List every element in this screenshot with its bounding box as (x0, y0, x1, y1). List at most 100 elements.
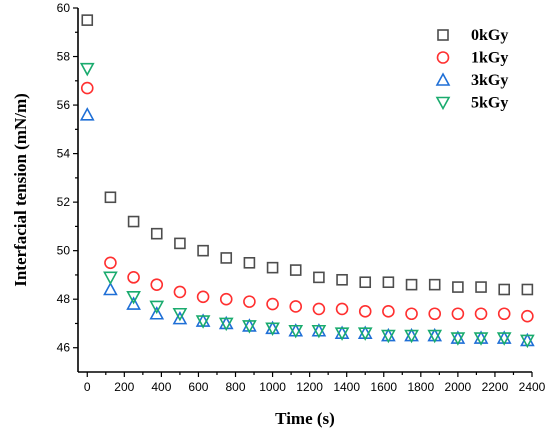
x-tick-label: 1200 (296, 380, 323, 394)
data-point (79, 62, 95, 77)
data-point (382, 276, 395, 289)
y-tick-label: 54 (57, 147, 71, 161)
legend-marker (437, 29, 449, 41)
data-point (149, 300, 165, 315)
data-point (220, 252, 233, 264)
x-tick-label: 0 (84, 380, 91, 394)
data-point (452, 281, 464, 293)
data-point (404, 329, 419, 344)
legend-label: 1kGy (471, 50, 508, 67)
data-point (473, 332, 489, 346)
data-point (173, 285, 187, 299)
data-point (450, 332, 466, 346)
data-point (81, 14, 94, 26)
data-point (103, 271, 118, 286)
x-tick-label: 400 (151, 380, 171, 394)
data-point (197, 244, 209, 257)
data-point (243, 256, 256, 269)
data-point (195, 315, 211, 329)
data-point (289, 264, 302, 276)
series-1kGy (80, 81, 534, 323)
data-point (358, 305, 372, 318)
data-series (79, 14, 535, 349)
data-point (475, 281, 487, 293)
y-tick-label: 60 (57, 1, 71, 15)
x-axis-ticks: 0 200 400 600 800 1000 1200 1400 1600 1800 2000 220… (84, 372, 546, 394)
data-point (521, 283, 534, 296)
y-tick-label: 46 (57, 341, 71, 355)
x-tick-label: 1400 (333, 380, 360, 394)
data-point (498, 283, 511, 296)
data-point (474, 307, 488, 321)
data-point (313, 271, 325, 284)
legend-label: 3kGy (471, 72, 508, 89)
legend-marker (435, 96, 451, 111)
x-tick-label: 2000 (445, 380, 472, 394)
axes-frame (77, 8, 532, 373)
data-point (127, 271, 140, 284)
data-point (451, 307, 465, 321)
data-point (335, 302, 349, 316)
data-point (219, 292, 233, 306)
data-point (149, 306, 165, 320)
data-point (382, 305, 395, 318)
data-point (496, 332, 512, 346)
x-tick-label: 800 (225, 380, 245, 394)
data-point (79, 107, 95, 121)
legend-label: 0kGy (471, 27, 508, 44)
data-point (104, 256, 117, 270)
data-point (428, 307, 442, 321)
series-0kGy (81, 14, 534, 296)
data-point (196, 290, 210, 304)
data-point (172, 307, 188, 322)
data-point (312, 302, 326, 316)
data-point (266, 297, 279, 311)
data-point (150, 278, 164, 291)
data-point (126, 296, 141, 310)
data-point (127, 215, 140, 228)
legend-marker (436, 51, 450, 64)
legend-marker (435, 72, 451, 86)
data-point (359, 276, 372, 289)
y-tick-label: 56 (57, 98, 71, 112)
data-point (243, 295, 256, 308)
data-point (150, 227, 163, 240)
y-tick-label: 48 (57, 292, 71, 306)
data-point (288, 324, 304, 339)
data-point (172, 310, 188, 325)
data-point (521, 309, 534, 323)
y-axis-title: Interfacial tension (mN/m) (11, 93, 30, 287)
x-tick-label: 1800 (407, 380, 434, 394)
data-point (104, 191, 117, 204)
x-tick-label: 2200 (482, 380, 509, 394)
data-point (357, 327, 373, 341)
y-tick-label: 50 (57, 244, 71, 258)
data-point (218, 317, 234, 332)
y-tick-label: 58 (57, 50, 71, 64)
series-5kGy (79, 62, 535, 349)
data-point (266, 261, 279, 274)
data-point (427, 329, 443, 344)
data-point (428, 278, 441, 291)
data-point (80, 81, 94, 95)
x-tick-label: 2400 (519, 380, 546, 394)
x-tick-label: 200 (114, 380, 134, 394)
x-tick-label: 600 (188, 380, 208, 394)
data-point (405, 307, 418, 321)
y-axis-ticks: 46 48 50 52 54 56 58 60 (57, 1, 78, 355)
x-tick-label: 1000 (259, 380, 286, 394)
x-tick-label: 1600 (370, 380, 397, 394)
data-point (497, 307, 511, 321)
data-point (311, 324, 327, 339)
data-point (103, 281, 118, 296)
data-point (381, 329, 396, 344)
data-point (520, 334, 535, 349)
data-point (405, 278, 418, 291)
series-3kGy (79, 107, 535, 347)
x-axis-title: Time (s) (275, 409, 335, 428)
data-point (174, 237, 186, 250)
y-tick-label: 52 (57, 195, 71, 209)
data-point (265, 322, 280, 336)
data-point (289, 300, 303, 313)
